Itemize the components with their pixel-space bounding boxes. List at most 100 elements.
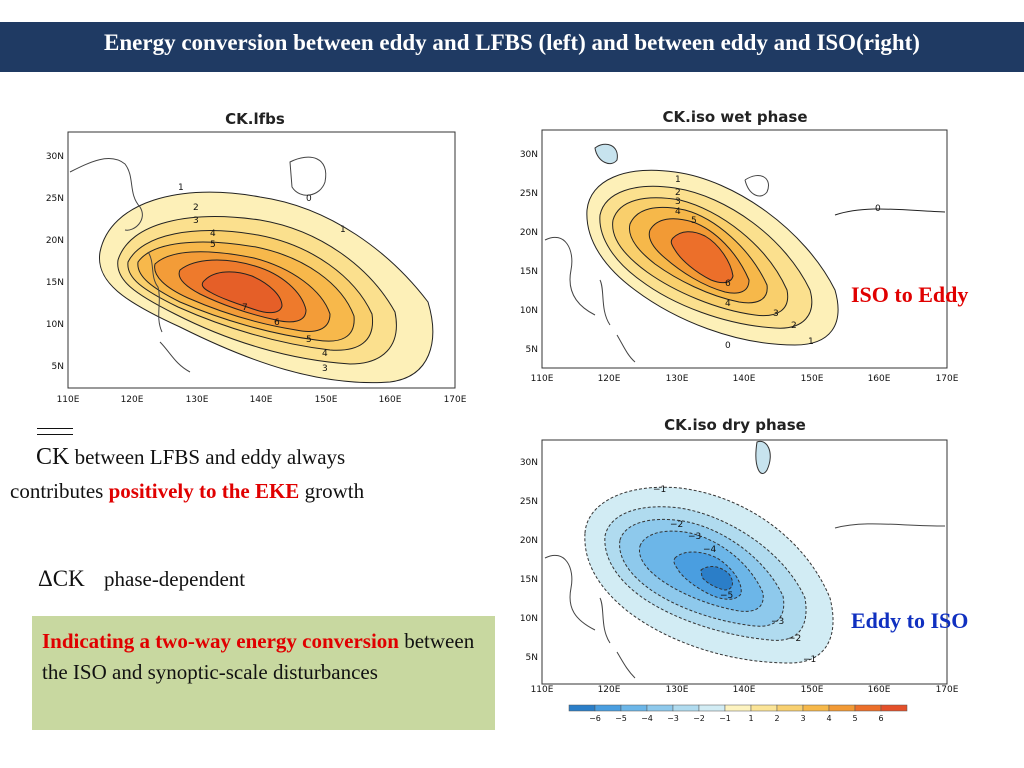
lon-tick: 160E — [868, 374, 891, 384]
lfbs-contour-label: 1 — [178, 183, 184, 193]
lat-tick: 15N — [520, 267, 538, 277]
lat-tick: 20N — [520, 228, 538, 238]
colorbar-swatch — [854, 704, 882, 712]
ck-highlight: positively to the EKE — [108, 479, 300, 503]
dry-lat-axis: 30N 25N 20N 15N 10N 5N — [520, 458, 538, 663]
wet-plot-area: 1 2 3 4 5 6 4 3 2 1 0 0 — [541, 129, 948, 369]
wet-contour-label: 0 — [725, 341, 731, 351]
lon-tick: 160E — [379, 395, 402, 405]
lat-tick: 5N — [526, 653, 538, 663]
lon-tick: 150E — [801, 374, 824, 384]
wet-contour-label: 0 — [875, 204, 881, 214]
dry-contour-label: −4 — [703, 545, 717, 555]
ck-overbar — [37, 428, 73, 435]
lfbs-contour-label: 2 — [193, 203, 199, 213]
lfbs-lat-axis: 30N 25N 20N 15N 10N 5N — [46, 152, 64, 372]
lon-tick: 110E — [531, 685, 554, 695]
colorbar-swatch — [594, 704, 622, 712]
colorbar-label: 3 — [800, 714, 805, 723]
dry-contour-label: −1 — [653, 485, 666, 495]
dry-contour-label: −5 — [720, 591, 733, 601]
wet-contour-label: 1 — [675, 175, 681, 185]
wet-contour-label: 6 — [725, 279, 731, 289]
dry-phase-map-panel: CK.iso dry phase −1 −2 −3 −4 −5 −3 −2 −1… — [505, 408, 965, 696]
ck-text-3: growth — [299, 479, 365, 503]
colorbar-swatch — [568, 704, 596, 712]
colorbar-label: 5 — [852, 714, 857, 723]
lon-tick: 130E — [186, 395, 209, 405]
colorbar: −6 −5 −4 −3 −2 −1 1 2 3 4 5 6 — [568, 704, 920, 731]
delta-ck-note: ΔCK phase-dependent — [38, 562, 245, 596]
lat-tick: 20N — [520, 536, 538, 546]
dry-contour-label: −3 — [688, 532, 701, 542]
lfbs-contour-label: 7 — [242, 303, 248, 313]
lat-tick: 25N — [520, 189, 538, 199]
colorbar-swatch — [802, 704, 830, 712]
lfbs-contour-label: 5 — [210, 240, 216, 250]
slide-header: Energy conversion between eddy and LFBS … — [0, 22, 1024, 72]
colorbar-swatch — [646, 704, 674, 712]
colorbar-label: 6 — [878, 714, 883, 723]
lon-tick: 140E — [250, 395, 273, 405]
ck-text-2: contributes — [10, 479, 109, 503]
lfbs-contour-label: 4 — [210, 229, 216, 239]
lat-tick: 20N — [46, 236, 64, 246]
iso-to-eddy-label: ISO to Eddy — [851, 282, 969, 307]
ck-symbol: CK — [36, 444, 70, 470]
lfbs-contour-label: 4 — [322, 349, 328, 359]
wet-contour-label: 2 — [791, 321, 797, 331]
lfbs-map-panel: CK.lfbs 1 2 3 4 5 7 6 5 4 3 1 0 — [30, 102, 470, 412]
wet-contour-label: 3 — [773, 309, 779, 319]
colorbar-swatch — [724, 704, 752, 712]
wet-contour-label: 1 — [808, 337, 814, 347]
colorbar-label: −1 — [719, 714, 731, 723]
lat-tick: 10N — [520, 306, 538, 316]
box-highlight: Indicating a two-way energy conversion — [42, 629, 399, 653]
slide-title: Energy conversion between eddy and LFBS … — [104, 30, 920, 55]
eddy-to-iso-label: Eddy to ISO — [851, 608, 969, 633]
delta-symbol: ΔCK — [38, 566, 85, 591]
lat-tick: 5N — [52, 362, 64, 372]
lat-tick: 30N — [46, 152, 64, 162]
wet-contour-label: 5 — [691, 216, 697, 226]
lat-tick: 5N — [526, 345, 538, 355]
lat-tick: 15N — [520, 575, 538, 585]
colorbar-label: −2 — [693, 714, 705, 723]
lon-tick: 120E — [121, 395, 144, 405]
colorbar-label: 2 — [774, 714, 779, 723]
dry-plot-title: CK.iso dry phase — [664, 416, 806, 434]
dry-lon-axis: 110E 120E 130E 140E 150E 160E 170E — [531, 685, 959, 695]
colorbar-swatch — [672, 704, 700, 712]
wet-contour-label: 3 — [675, 197, 681, 207]
colorbar-swatch — [750, 704, 778, 712]
wet-contour-label: 4 — [725, 299, 731, 309]
lat-tick: 10N — [46, 320, 64, 330]
lon-tick: 110E — [531, 374, 554, 384]
delta-text: phase-dependent — [104, 567, 246, 591]
colorbar-swatch — [698, 704, 726, 712]
lon-tick: 170E — [444, 395, 467, 405]
lfbs-plot-area: 1 2 3 4 5 7 6 5 4 3 1 0 — [67, 131, 456, 389]
box-text: between the ISO and synoptic-scale distu… — [42, 629, 475, 684]
wet-lon-axis: 110E 120E 130E 140E 150E 160E 170E — [531, 374, 959, 384]
wet-contour-label: 4 — [675, 207, 681, 217]
wet-plot-title: CK.iso wet phase — [663, 108, 808, 126]
lon-tick: 140E — [733, 374, 756, 384]
colorbar-swatch — [620, 704, 648, 712]
lat-tick: 30N — [520, 458, 538, 468]
lon-tick: 130E — [666, 374, 689, 384]
lon-tick: 140E — [733, 685, 756, 695]
colorbar-label: 4 — [826, 714, 831, 723]
dry-contour-label: −2 — [670, 520, 683, 530]
colorbar-label: −4 — [641, 714, 653, 723]
ck-text-1: between LFBS and eddy always — [69, 445, 346, 469]
ck-note-line-2: contributes positively to the EKE growth — [10, 474, 364, 508]
colorbar-label: −5 — [615, 714, 627, 723]
dry-contour-label: −2 — [788, 634, 801, 644]
lat-tick: 30N — [520, 150, 538, 160]
lon-tick: 150E — [801, 685, 824, 695]
lon-tick: 160E — [868, 685, 891, 695]
colorbar-label: −6 — [589, 714, 601, 723]
dry-contour-label: −3 — [771, 617, 784, 627]
lon-tick: 170E — [936, 374, 959, 384]
